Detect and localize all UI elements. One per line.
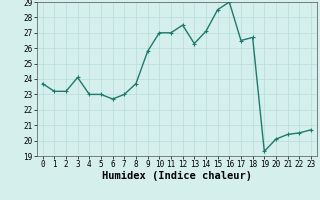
X-axis label: Humidex (Indice chaleur): Humidex (Indice chaleur): [102, 171, 252, 181]
